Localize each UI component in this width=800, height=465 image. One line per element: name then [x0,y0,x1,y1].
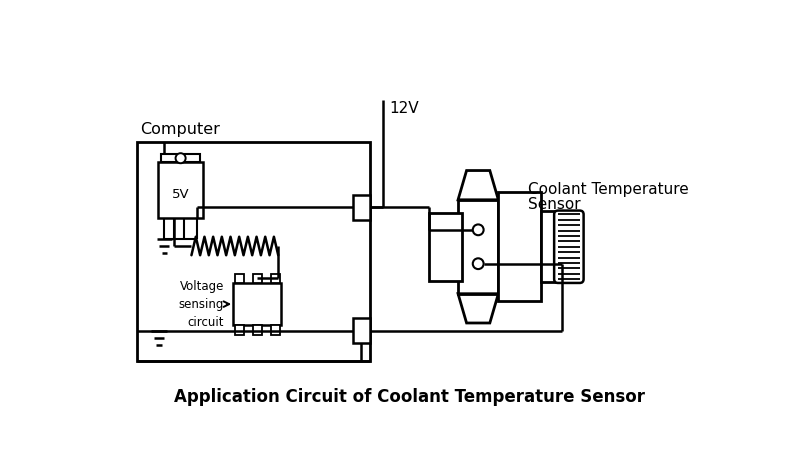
Text: Coolant Temperature: Coolant Temperature [528,182,689,197]
Bar [353,319,370,343]
Text: Voltage
sensing
circuit: Voltage sensing circuit [178,279,224,329]
Bar [270,274,280,283]
Bar [253,326,262,334]
Text: 12V: 12V [389,101,418,116]
Text: Sensor: Sensor [528,197,581,212]
Bar [235,326,244,334]
Text: 5V: 5V [172,188,190,201]
Bar [162,154,200,162]
Bar [138,142,370,361]
Circle shape [473,259,484,269]
Bar [253,274,262,283]
Bar [235,274,244,283]
Bar [353,195,370,220]
Bar [270,326,280,334]
Bar [430,213,462,281]
Bar [498,192,541,301]
Text: Computer: Computer [140,122,220,137]
Bar [234,283,282,325]
Bar [458,200,498,294]
Bar [541,211,558,282]
Bar [158,162,203,218]
Text: Application Circuit of Coolant Temperature Sensor: Application Circuit of Coolant Temperatu… [174,388,646,406]
FancyBboxPatch shape [554,211,583,283]
Circle shape [175,153,186,163]
Circle shape [473,225,484,235]
